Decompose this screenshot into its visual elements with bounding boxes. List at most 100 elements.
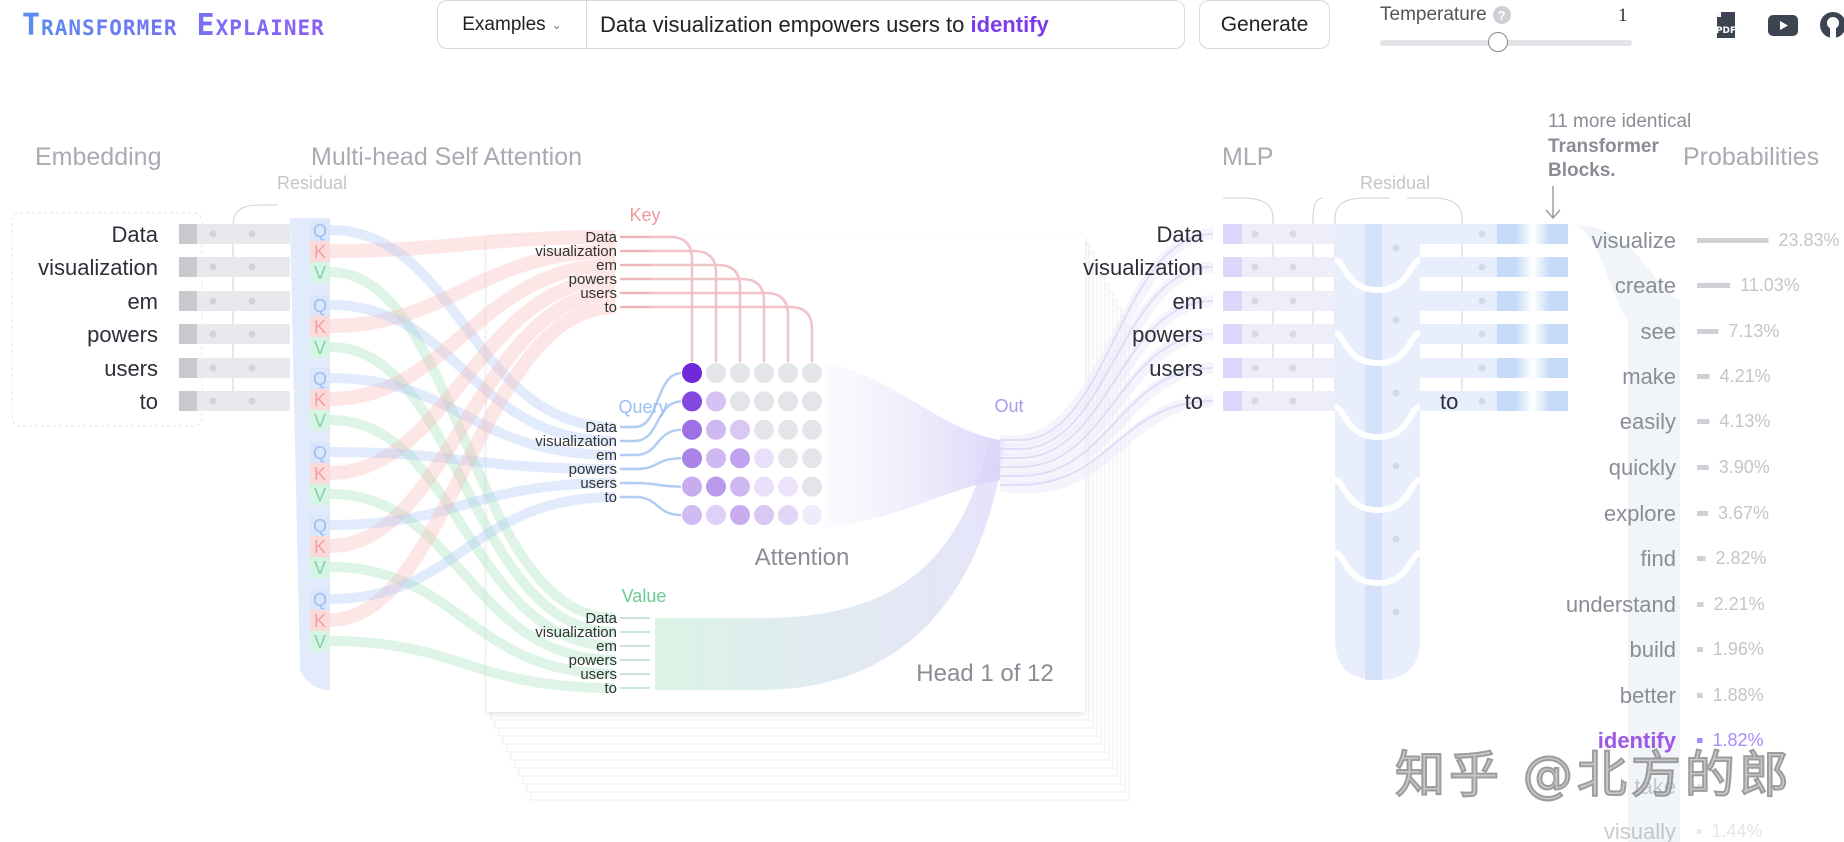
final-vector-cell [1497, 257, 1515, 277]
residual-bracket [1223, 197, 1324, 400]
value-to-out-band [655, 440, 1005, 690]
head-indicator[interactable]: Head 1 of 12 [916, 660, 1053, 687]
v-label: V [314, 411, 326, 431]
probability-row[interactable]: visually 1.44% [1604, 819, 1763, 842]
attention-cell [705, 504, 727, 526]
query-flow [329, 478, 616, 530]
prompt-input[interactable]: Data visualization empowers users to ide… [587, 12, 1049, 38]
pdf-icon[interactable]: PDF [1713, 10, 1743, 38]
qkv-cell-k [310, 536, 330, 557]
mlp-vector-cell [1223, 391, 1242, 411]
query-token: to [604, 489, 617, 506]
query-flow [329, 492, 616, 604]
query-flow [329, 373, 616, 460]
final-vector-fade [1533, 324, 1550, 344]
key-label: Key [629, 205, 660, 225]
probability-row[interactable]: quickly 3.90% [1609, 455, 1770, 480]
vector-dot [1251, 263, 1259, 271]
vector-dot [1251, 330, 1259, 338]
embedding-token: to [140, 389, 158, 414]
probability-row[interactable]: better 1.88% [1620, 683, 1764, 708]
probability-row[interactable]: visualize 23.83% [1592, 228, 1840, 253]
key-token: users [580, 285, 617, 302]
prompt-input-box[interactable]: Examples ⌄ Data visualization empowers u… [437, 0, 1185, 49]
query-flow [329, 300, 616, 446]
probability-bar [1697, 829, 1702, 834]
q-label: Q [313, 221, 327, 241]
out-band [998, 362, 1214, 484]
vector-dot [1392, 535, 1400, 543]
probability-row[interactable]: explore 3.67% [1604, 501, 1769, 526]
slider-thumb[interactable] [1488, 32, 1509, 52]
mlp-flow-gap [1334, 404, 1421, 441]
embedding-vector [197, 391, 290, 411]
generate-button[interactable]: Generate [1199, 0, 1330, 49]
qkv-cell-q [310, 295, 330, 316]
probability-value: 3.90% [1719, 457, 1770, 477]
mlp-vector [1242, 358, 1335, 378]
vector-dot [1392, 316, 1400, 324]
attention-cell [753, 504, 775, 526]
attention-cell [705, 390, 727, 413]
probability-bar [1697, 329, 1719, 334]
probability-row[interactable]: see 7.13% [1641, 319, 1780, 344]
probability-bar [1697, 784, 1702, 789]
vector-dot [1392, 244, 1400, 252]
vector-dot [209, 364, 217, 372]
q-label: Q [313, 296, 327, 316]
attention-cell [801, 418, 823, 441]
probability-word: build [1630, 637, 1676, 662]
examples-dropdown[interactable]: Examples ⌄ [438, 1, 587, 48]
mlp-token: users [1149, 356, 1203, 381]
qkv-cell-q [310, 589, 330, 610]
help-icon[interactable]: ? [1492, 6, 1511, 24]
probability-row[interactable]: identify 1.82% [1598, 728, 1764, 753]
probability-row[interactable]: find 2.82% [1641, 546, 1767, 571]
embedding-token: visualization [38, 255, 158, 280]
value-flow [329, 489, 616, 665]
vector-dot [1478, 397, 1486, 405]
vector-dot [248, 297, 256, 305]
query-line [620, 371, 683, 429]
value-token: visualization [535, 624, 617, 641]
final-vector-fade [1515, 324, 1533, 344]
more-blocks-note: Transformer [1548, 136, 1659, 157]
final-vector-fade [1515, 391, 1533, 411]
attention-cell [801, 447, 823, 470]
temperature-slider[interactable] [1380, 32, 1632, 52]
final-vector-cell [1550, 257, 1568, 277]
probability-row[interactable]: make 4.21% [1622, 364, 1770, 389]
final-vector-cell [1497, 291, 1515, 311]
probability-bar [1697, 465, 1709, 470]
mlp-flow-gap [1334, 550, 1421, 587]
github-icon[interactable] [1818, 10, 1844, 38]
qkv-cell-k [310, 316, 330, 337]
attention-cell [777, 504, 799, 526]
mlp-hidden-column-core [1365, 224, 1382, 680]
final-vector-fade [1515, 224, 1533, 244]
probability-row[interactable]: easily 4.13% [1620, 409, 1771, 434]
vector-dot [209, 397, 217, 405]
probability-row[interactable]: understand 2.21% [1566, 592, 1765, 617]
probability-row[interactable]: create 11.03% [1615, 273, 1800, 298]
query-line [620, 428, 683, 457]
key-token: to [604, 299, 617, 316]
vector-dot [1392, 389, 1400, 397]
value-flow [329, 636, 616, 693]
block-output-vector [1420, 224, 1497, 244]
attention-cell [753, 418, 775, 441]
probability-word: better [1620, 683, 1676, 708]
youtube-icon[interactable] [1767, 10, 1798, 38]
probability-value: 4.13% [1719, 411, 1770, 431]
probability-row[interactable]: take [1634, 774, 1702, 799]
chevron-down-icon: ⌄ [551, 17, 562, 32]
residual-bracket [1334, 197, 1463, 400]
prompt-highlight-token: identify [970, 11, 1049, 37]
probability-value: 2.82% [1715, 548, 1766, 568]
key-flow [329, 244, 616, 333]
attention-cell [729, 504, 751, 526]
mlp-vector-cell [1223, 224, 1242, 244]
key-token: em [596, 257, 617, 274]
probability-row[interactable]: build 1.96% [1630, 637, 1764, 662]
